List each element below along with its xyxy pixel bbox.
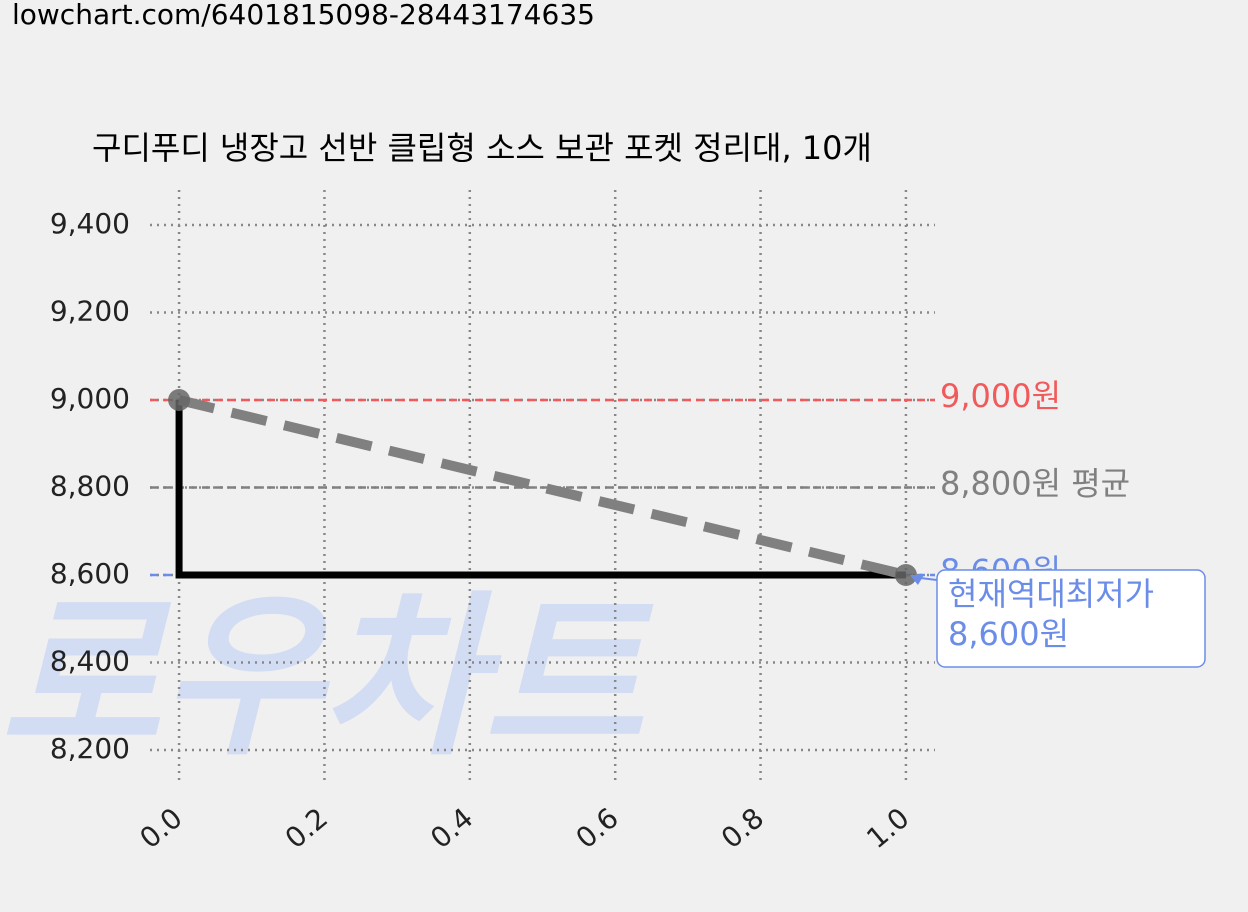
y-tick-label: 8,800	[50, 470, 130, 503]
annotation-text: 현재역대최저가	[948, 575, 1154, 613]
reference-label: 9,000원	[940, 377, 1061, 415]
y-tick-label: 8,200	[50, 732, 130, 765]
annotation-box	[936, 569, 1206, 668]
annotation-text: 8,600원	[948, 615, 1069, 653]
series-line	[175, 400, 906, 579]
annotation-arrowhead	[909, 575, 924, 585]
y-tick-label: 9,000	[50, 382, 130, 415]
watermark: 로우차트	[0, 577, 654, 780]
point	[168, 389, 191, 411]
y-tick-label: 8,400	[50, 645, 130, 678]
series-line	[177, 395, 908, 580]
chart-title: 구디푸디 냉장고 선반 클립형 소스 보관 포켓 정리대, 10개	[92, 129, 872, 167]
y-tick-label: 9,200	[50, 295, 130, 328]
y-tick-label: 8,600	[50, 557, 130, 590]
y-tick-label: 9,400	[50, 207, 130, 240]
url: lowchart.com/6401815098-28443174635	[12, 0, 595, 31]
point	[894, 564, 917, 586]
reference-label: 8,800원 평균	[940, 465, 1130, 503]
